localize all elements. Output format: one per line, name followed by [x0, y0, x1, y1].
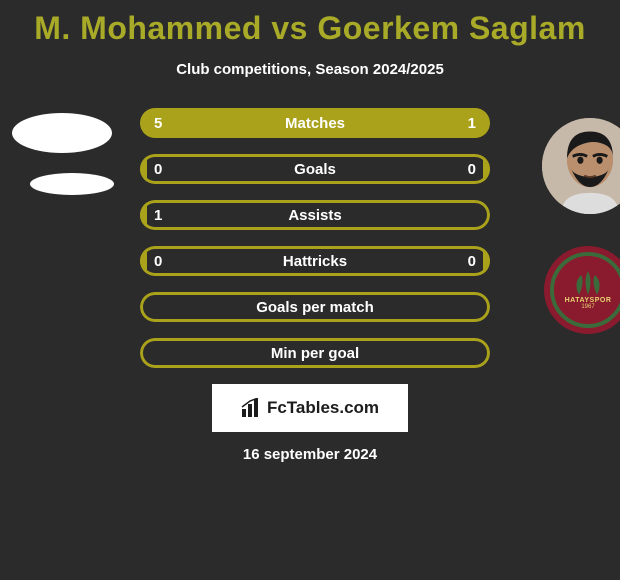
watermark-text: FcTables.com [267, 398, 379, 418]
stat-left-value: 5 [154, 108, 162, 138]
stat-bars: Matches51Goals00Assists1Hattricks00Goals… [140, 108, 490, 368]
player-right-avatar [542, 118, 620, 214]
crest-label: HATAYSPOR [565, 297, 612, 304]
stat-left-value: 0 [154, 246, 162, 276]
face-icon [542, 118, 620, 214]
page-title: M. Mohammed vs Goerkem Saglam [0, 0, 620, 47]
stat-label: Matches [140, 108, 490, 138]
fctables-icon [241, 398, 263, 418]
stat-row: Goals0 0 [140, 154, 490, 184]
watermark: FcTables.com [212, 384, 408, 432]
crest-year: 1967 [581, 304, 594, 310]
player-left-avatar [12, 113, 112, 153]
comparison-card: M. Mohammed vs Goerkem Saglam Club compe… [0, 0, 620, 580]
stat-row: Goals per match [140, 292, 490, 322]
stat-label: Assists [140, 200, 490, 230]
stat-row: Min per goal [140, 338, 490, 368]
club-left-crest [30, 173, 114, 195]
club-right-crest: HATAYSPOR 1967 [544, 246, 620, 334]
stat-label: Min per goal [140, 338, 490, 368]
subtitle: Club competitions, Season 2024/2025 [0, 61, 620, 78]
stat-label: Hattricks [140, 246, 490, 276]
crest-inner: HATAYSPOR 1967 [550, 252, 620, 328]
stat-row: Assists1 [140, 200, 490, 230]
stat-left-value: 1 [154, 200, 162, 230]
stat-label: Goals [140, 154, 490, 184]
stat-row: Matches5 1 [140, 108, 490, 138]
stat-right-value: 1 [468, 108, 476, 138]
stat-label: Goals per match [140, 292, 490, 322]
stat-right-value: 0 [468, 154, 476, 184]
date-footer: 16 september 2024 [0, 446, 620, 463]
stat-right-value: 0 [468, 246, 476, 276]
stat-row: Hattricks0 0 [140, 246, 490, 276]
stats-area: HATAYSPOR 1967 Matches51Goals00Assists1H… [0, 108, 620, 368]
leaf-icon [573, 271, 603, 295]
stat-left-value: 0 [154, 154, 162, 184]
